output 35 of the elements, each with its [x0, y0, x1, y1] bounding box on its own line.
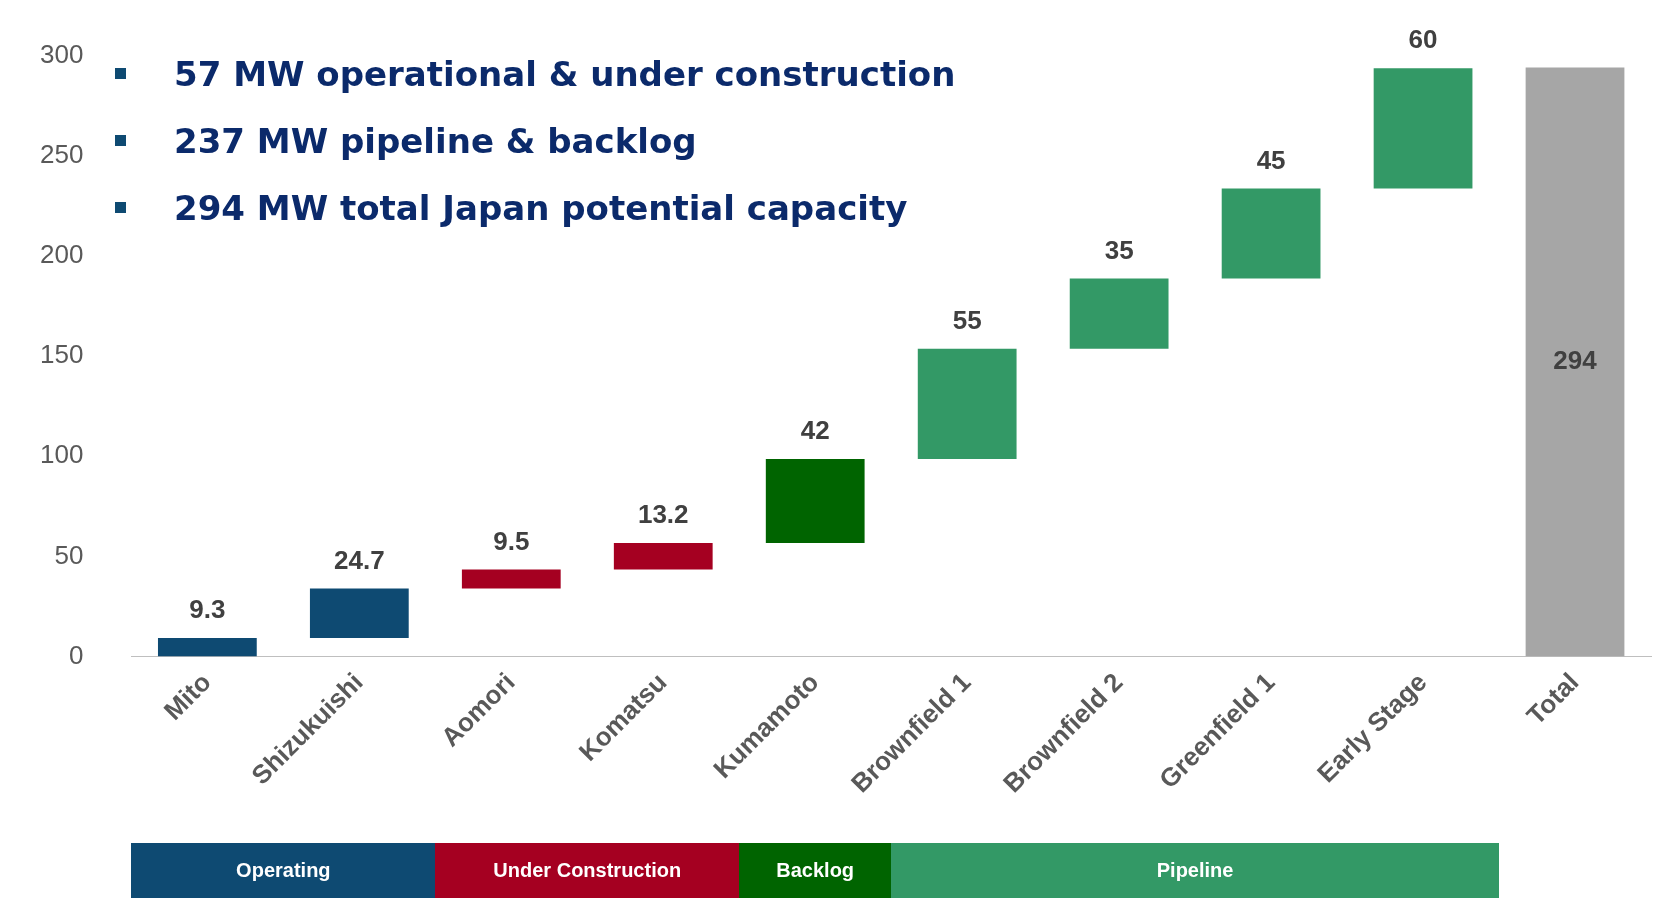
- text: Under Construction: [435, 843, 740, 898]
- bar: [1525, 67, 1625, 657]
- bar: [613, 543, 713, 570]
- data-label: 24.7: [334, 544, 385, 575]
- bar: [1221, 188, 1321, 279]
- data-label: 60: [1408, 24, 1438, 55]
- y-tick-label: 300: [39, 38, 84, 69]
- y-tick-label: 200: [39, 239, 84, 270]
- data-label: 42: [800, 415, 830, 446]
- data-label: 45: [1256, 144, 1286, 175]
- data-label: 9.3: [189, 594, 226, 625]
- x-tick-label: Mito: [157, 666, 217, 726]
- data-label: 294: [1553, 345, 1598, 376]
- text: Operating: [131, 843, 436, 898]
- text: Pipeline: [891, 843, 1500, 898]
- bar: [1373, 68, 1473, 189]
- bar: [157, 637, 257, 657]
- annotation: 237 MW pipeline & backlog: [174, 120, 697, 161]
- bar: [309, 588, 409, 638]
- bar: [917, 348, 1017, 459]
- data-label: 35: [1104, 234, 1134, 265]
- bar: [765, 458, 865, 544]
- y-tick-label: 0: [68, 639, 84, 670]
- bar: [1069, 278, 1169, 349]
- y-tick-label: 100: [39, 439, 84, 470]
- y-tick-label: 250: [39, 138, 84, 169]
- data-label: 9.5: [493, 525, 530, 556]
- data-label: 55: [952, 304, 982, 335]
- data-label: 13.2: [637, 499, 689, 530]
- y-tick-label: 50: [54, 539, 84, 570]
- text: Backlog: [739, 843, 892, 898]
- annotation: 294 MW total Japan potential capacity: [174, 187, 908, 228]
- bar: [461, 569, 561, 589]
- y-tick-label: 150: [39, 339, 84, 370]
- annotation: 57 MW operational & under construction: [174, 53, 956, 94]
